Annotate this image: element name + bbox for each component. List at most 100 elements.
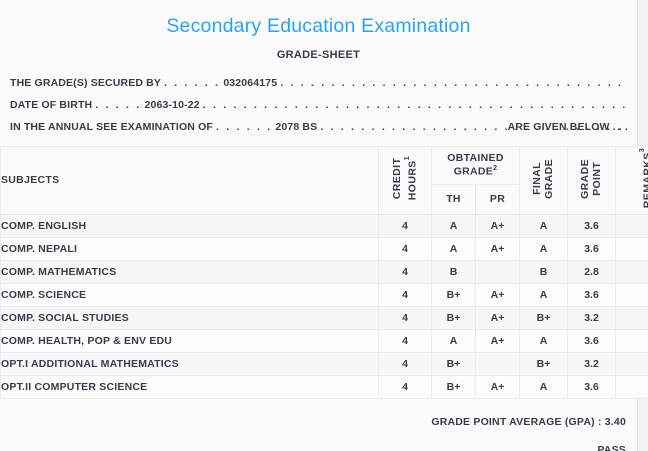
result-footer: GRADE POINT AVERAGE (GPA) : 3.40 PASS: [0, 399, 637, 451]
info-value-exam-year: 2078 BS: [275, 120, 318, 133]
info-dots-lead-1: . . . . .: [95, 98, 142, 111]
info-value-date-of-birth: 2063-10-22: [144, 98, 200, 111]
gpa-line: GRADE POINT AVERAGE (GPA) : 3.40: [0, 416, 626, 428]
table-row: OPT.II COMPUTER SCIENCE 4 B+ A+ A 3.6: [0, 374, 648, 399]
col-header-obtained-grade: OBTAINED GRADE2: [430, 145, 521, 185]
info-dots-trail-1: . . . . . . . . . . . . . . . . . . . . …: [202, 98, 628, 111]
grades-table-body: COMP. ENGLISH 4 A A+ A 3.6 COMP. NEPALI 4 A A+ A 3.…: [0, 213, 648, 399]
cell-remarks: [615, 282, 648, 307]
col-header-credit-hours-text: CREDIT HOURS1: [390, 156, 418, 201]
cell-th: B: [431, 259, 476, 284]
info-label-exam-year: IN THE ANNUAL SEE EXAMINATION OF: [10, 120, 213, 133]
cell-th: B+: [431, 374, 476, 399]
table-row: COMP. MATHEMATICS 4 B B 2.8: [0, 259, 648, 284]
info-dots-lead-0: . . . . . .: [163, 76, 221, 89]
cell-credit: 4: [378, 351, 432, 376]
cell-pr: A+: [474, 236, 521, 261]
cell-pr: A+: [474, 213, 521, 238]
table-row: COMP. HEALTH, POP & ENV EDU 4 A A+ A 3.6: [0, 328, 648, 353]
cell-th: B+: [431, 282, 476, 307]
info-dots-trail-2: . . . . . . . . . . . . . . . . . . . . …: [320, 120, 628, 133]
cell-credit: 4: [378, 282, 432, 307]
cell-credit: 4: [378, 213, 432, 238]
col-header-grade-point: GRADE POINT: [567, 145, 617, 215]
table-row: COMP. SOCIAL STUDIES 4 B+ A+ B+ 3.2: [0, 305, 648, 330]
info-value-symbol-number: 032064175: [223, 76, 278, 89]
cell-final: A: [519, 374, 569, 399]
header-row-sub: TH PR: [1, 183, 648, 215]
info-label-symbol-number: THE GRADE(S) SECURED BY: [10, 76, 161, 89]
remarks-footnote-marker: 3: [639, 148, 647, 153]
info-label-date-of-birth: DATE OF BIRTH: [10, 98, 93, 111]
cell-th: B+: [431, 305, 476, 330]
info-tail-exam-year: ARE GIVEN BELOW . . .: [507, 120, 628, 133]
col-header-theory: TH: [431, 183, 476, 215]
cell-pr: A+: [474, 305, 521, 330]
cell-subject: COMP. SOCIAL STUDIES: [0, 305, 379, 330]
table-row: COMP. SCIENCE 4 B+ A+ A 3.6: [0, 282, 648, 307]
cell-final: A: [519, 328, 569, 353]
cell-final: A: [519, 282, 569, 307]
info-dots-lead-2: . . . . . .: [216, 120, 273, 133]
col-header-subjects: SUBJECTS: [0, 145, 379, 215]
cell-remarks: [615, 351, 648, 376]
cell-subject: COMP. SCIENCE: [0, 282, 379, 307]
col-header-final-grade-text: FINAL GRADE: [530, 158, 555, 199]
candidate-info-block: THE GRADE(S) SECURED BY . . . . . . 0320…: [0, 72, 637, 138]
col-header-grade-point-text: GRADE POINT: [578, 158, 603, 199]
info-line-symbol-number: THE GRADE(S) SECURED BY . . . . . . 0320…: [10, 72, 628, 94]
cell-point: 3.6: [567, 213, 617, 238]
cell-remarks: [615, 259, 648, 284]
cell-point: 3.2: [567, 305, 617, 330]
cell-pr: A+: [474, 328, 521, 353]
gpa-label: GRADE POINT AVERAGE (GPA) :: [431, 415, 605, 428]
table-row: OPT.I ADDITIONAL MATHEMATICS 4 B+ B+ 3.2: [0, 351, 648, 376]
cell-subject: COMP. MATHEMATICS: [0, 259, 379, 284]
cell-th: B+: [431, 351, 476, 376]
cell-remarks: [615, 305, 648, 330]
cell-subject: OPT.I ADDITIONAL MATHEMATICS: [0, 351, 379, 376]
cell-credit: 4: [378, 374, 432, 399]
cell-final: B+: [519, 351, 569, 376]
credit-hours-footnote-marker: 1: [403, 156, 411, 161]
gpa-value: 3.40: [604, 415, 626, 428]
cell-remarks: [615, 213, 648, 238]
col-header-remarks: REMARKS3: [615, 145, 648, 215]
cell-pr: A+: [474, 374, 521, 399]
cell-pr: A+: [474, 282, 521, 307]
table-row: COMP. NEPALI 4 A A+ A 3.6: [0, 236, 648, 261]
info-line-exam-year: ARE GIVEN BELOW . . . IN THE ANNUAL SEE …: [10, 116, 628, 138]
cell-subject: OPT.II COMPUTER SCIENCE: [0, 374, 379, 399]
cell-final: B: [519, 259, 569, 284]
cell-final: A: [519, 236, 569, 261]
cell-credit: 4: [378, 305, 432, 330]
cell-credit: 4: [378, 259, 432, 284]
result-status: PASS: [597, 443, 626, 451]
header-row-top: SUBJECTS CREDIT HOURS1 OBTAINED GRADE2 F…: [0, 145, 648, 215]
cell-pr: [474, 259, 521, 284]
grades-table: SUBJECTS CREDIT HOURS1 OBTAINED GRADE2 F…: [0, 145, 648, 399]
page-subtitle: GRADE-SHEET: [276, 48, 361, 61]
cell-subject: COMP. HEALTH, POP & ENV EDU: [0, 328, 379, 353]
table-row: COMP. ENGLISH 4 A A+ A 3.6: [0, 213, 648, 238]
obtained-grade-footnote-marker: 2: [493, 164, 498, 172]
cell-point: 3.6: [567, 236, 617, 261]
cell-point: 3.2: [567, 351, 617, 376]
cell-th: A: [431, 328, 476, 353]
page-title: Secondary Education Examination: [166, 15, 471, 37]
cell-subject: COMP. ENGLISH: [0, 213, 379, 238]
cell-th: A: [431, 236, 476, 261]
col-header-practical: PR: [474, 183, 521, 215]
cell-subject: COMP. NEPALI: [0, 236, 379, 261]
cell-th: A: [431, 213, 476, 238]
cell-point: 3.6: [567, 282, 617, 307]
info-line-date-of-birth: DATE OF BIRTH . . . . . 2063-10-22 . . .…: [10, 94, 628, 116]
cell-final: A: [519, 213, 569, 238]
col-header-final-grade: FINAL GRADE: [519, 145, 569, 215]
cell-credit: 4: [378, 236, 432, 261]
cell-point: 2.8: [567, 259, 617, 284]
cell-remarks: [615, 328, 648, 353]
cell-remarks: [615, 374, 648, 399]
cell-credit: 4: [378, 328, 432, 353]
